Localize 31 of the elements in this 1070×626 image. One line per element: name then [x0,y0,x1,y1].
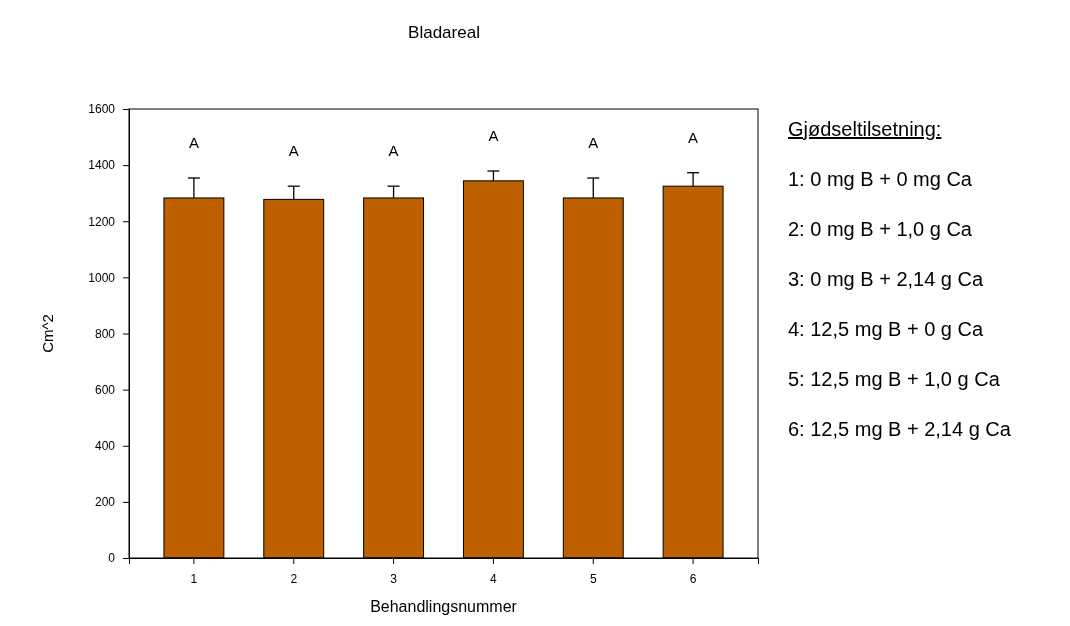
x-tick-label: 1 [190,571,198,586]
x-tick-label: 3 [390,571,398,586]
text: 3: 0 mg B + 2,14 g Ca [788,268,984,290]
annotation: A [388,142,399,160]
x-tick-label: 2 [290,571,298,586]
y-tick-label: 800 [94,326,116,341]
text: Gjødseltilsetning: [788,118,942,140]
y-tick-label: 200 [94,495,116,510]
y-tick-label: 1400 [88,158,116,173]
annotation: A [588,134,599,151]
x-tick-label: 4 [490,571,498,586]
y-tick-label: 1200 [88,214,116,229]
y-tick-label: 1000 [88,270,116,285]
chart-title: Bladareal [408,23,480,42]
x-tick-label: 5 [589,571,597,586]
y-tick-label: 0 [108,551,116,566]
annotation: A [288,142,299,160]
text: 2: 0 mg B + 1,0 g Ca [788,218,973,240]
annotation: A [688,128,699,146]
x-tick-label: 6 [689,571,697,586]
y-axis-title: Cm^2 [39,314,56,353]
y-tick-label: 600 [94,382,116,397]
text: 1: 0 mg B + 0 mg Ca [788,168,973,190]
x-axis-title: Behandlingsnummer [370,598,518,615]
y-tick-label: 400 [94,439,116,454]
y-tick-label: 1600 [88,102,116,117]
annotation: A [188,134,199,151]
text: 6: 12,5 mg B + 2,14 g Ca [788,418,1012,440]
text: 5: 12,5 mg B + 1,0 g Ca [788,368,1001,390]
text: 4: 12,5 mg B + 0 g Ca [788,318,984,340]
annotation: A [488,126,499,144]
